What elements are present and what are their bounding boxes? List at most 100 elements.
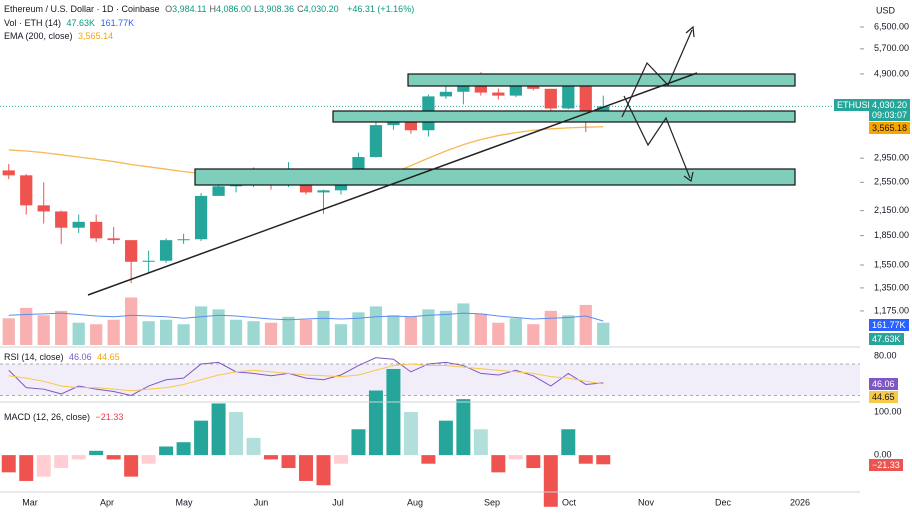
rsi-line	[8, 363, 604, 392]
volume-bar	[352, 312, 365, 345]
x-tick-label: May	[175, 497, 193, 507]
macd-bar	[351, 429, 366, 456]
ema-tag: 3,565.18	[869, 122, 911, 134]
volume-bar	[55, 310, 68, 345]
y-tick-label: 100.00	[874, 406, 902, 416]
macd-bar	[36, 455, 51, 477]
macd-bar	[596, 455, 611, 465]
macd-bar	[578, 455, 593, 464]
volume-bar	[474, 313, 487, 345]
macd-bar	[1, 455, 16, 473]
candle-body	[439, 91, 453, 97]
bear-path	[623, 95, 691, 179]
macd-bar	[124, 455, 139, 477]
header-ema: EMA (200, close) 3,565.14	[4, 31, 116, 41]
x-tick-label: Aug	[407, 497, 423, 507]
trend-line	[87, 72, 698, 296]
macd-bar	[19, 455, 34, 481]
candle-body	[20, 175, 33, 206]
candle-body	[159, 240, 173, 261]
vol-ma-tag: 161.77K	[869, 319, 909, 331]
change: +46.31 (+1.16%)	[347, 4, 415, 14]
header-macd: MACD (12, 26, close) −21.33	[4, 412, 126, 422]
volume-bar	[20, 307, 33, 345]
ema-value: 3,565.14	[78, 31, 114, 41]
x-tick-label: Jun	[254, 497, 269, 507]
volume-bar	[439, 310, 453, 345]
volume-bar	[142, 321, 155, 345]
volume-bar	[247, 321, 260, 345]
ohlc-key: O	[165, 4, 173, 14]
rsi-tag: 46.06	[869, 378, 898, 390]
macd-bar	[229, 412, 244, 456]
candle-body	[369, 125, 383, 158]
volume-bar	[422, 309, 435, 345]
macd-bar	[403, 412, 418, 456]
macd-bar	[54, 455, 69, 469]
price: 4,030.20	[872, 100, 908, 110]
macd-bar	[526, 455, 541, 469]
candle-body	[492, 92, 505, 96]
ohlc-key: H	[209, 4, 216, 14]
symbol-tag: ETHUSD	[834, 99, 878, 111]
rsi-ma-value: 44.65	[97, 352, 120, 362]
macd-bar	[316, 455, 331, 486]
macd-bar	[421, 455, 436, 464]
volume-bar	[404, 316, 418, 345]
macd-bar	[141, 455, 156, 464]
volume-bar	[492, 322, 505, 345]
candle-body	[509, 84, 522, 96]
candle-body	[544, 88, 557, 109]
volume-bar	[457, 303, 470, 345]
macd-bar	[456, 399, 471, 456]
volume-bar	[212, 309, 225, 345]
candle-body	[177, 239, 190, 241]
resistance-zone	[407, 73, 796, 87]
x-tick-label: Oct	[562, 497, 577, 507]
macd-bar	[473, 429, 488, 456]
ema-label: EMA (200, close)	[4, 31, 73, 41]
symbol-title: Ethereum / U.S. Dollar · 1D · Coinbase	[4, 4, 160, 14]
candle-body	[37, 205, 50, 212]
x-tick-label: Jul	[332, 497, 344, 507]
y-tick-label: 4,900.00	[874, 68, 909, 78]
ohlc: O3,984.11 H4,086.00 L3,908.36 C4,030.20	[165, 4, 342, 14]
volume-bar	[527, 324, 540, 345]
x-tick-label: Mar	[22, 497, 38, 507]
volume-bar	[229, 319, 243, 345]
macd-bar	[281, 455, 296, 469]
macd-bar	[106, 455, 121, 460]
macd-bar	[176, 442, 191, 456]
y-tick-label: 1,550.00	[874, 259, 909, 269]
ohlc-value: 4,030.20	[303, 4, 339, 14]
volume-bar	[579, 304, 592, 345]
ohlc-value: 3,908.36	[259, 4, 295, 14]
volume-ma	[8, 312, 604, 322]
candle-body	[125, 240, 138, 262]
volume-bar	[90, 324, 103, 345]
rsi-ma-tag: 44.65	[869, 391, 898, 403]
vol-ma-value: 161.77K	[100, 18, 135, 28]
ohlc-key: L	[254, 4, 260, 14]
y-tick-label: 0.00	[874, 449, 892, 459]
x-tick-label: Sep	[484, 497, 500, 507]
bull-path	[621, 29, 693, 118]
y-tick-label: 2,950.00	[874, 153, 909, 163]
ohlc-value: 4,086.00	[215, 4, 252, 14]
macd-bar	[543, 455, 558, 507]
volume-bar	[264, 322, 278, 345]
y-tick-label: 80.00	[874, 350, 897, 360]
volume-bar	[334, 324, 348, 345]
macd-bar	[491, 455, 506, 473]
candle-body	[212, 186, 225, 196]
macd-bar	[264, 455, 279, 460]
header-rsi: RSI (14, close) 46.06 44.65	[4, 352, 123, 362]
arrow-head	[685, 25, 695, 38]
macd-value: −21.33	[95, 412, 124, 422]
candle-body	[404, 119, 418, 131]
candle-body	[194, 195, 208, 240]
macd-bar	[194, 420, 209, 456]
candle-body	[334, 181, 348, 191]
